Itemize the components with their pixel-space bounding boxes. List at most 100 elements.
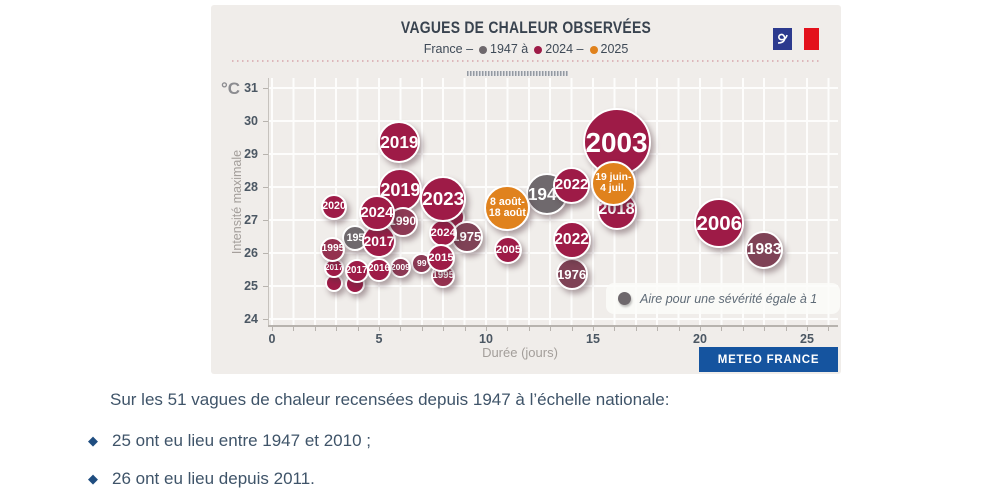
dotted-separator bbox=[232, 60, 820, 62]
x-tick bbox=[550, 327, 552, 331]
bubble-label: 2019 bbox=[380, 132, 419, 153]
y-tick bbox=[263, 121, 268, 122]
y-tick-label: 31 bbox=[244, 81, 258, 95]
x-tick bbox=[785, 327, 787, 331]
y-tick bbox=[263, 319, 268, 320]
x-tick bbox=[635, 327, 637, 331]
checkered-marker bbox=[467, 71, 568, 76]
bubble-label: 2023 bbox=[422, 187, 465, 209]
footer-bullet-2: ◆ 26 ont eu lieu depuis 2011. bbox=[88, 469, 315, 489]
x-tick bbox=[528, 327, 530, 331]
y-tick-label: 28 bbox=[244, 180, 258, 194]
x-tick bbox=[828, 327, 830, 331]
bubble-label: 18 août bbox=[488, 207, 526, 220]
x-tick bbox=[486, 327, 487, 331]
bubble-label: 1976 bbox=[557, 266, 587, 282]
bubble-label: 2006 bbox=[696, 211, 743, 235]
bubble-label: 2015 bbox=[428, 251, 454, 264]
bubble-label: 2017 bbox=[345, 264, 368, 276]
legend-dot-2025-icon bbox=[589, 46, 598, 54]
bubble-label: 1983 bbox=[746, 240, 782, 258]
bubble-2016: 2016 bbox=[367, 257, 391, 282]
y-tick-label: 30 bbox=[244, 114, 258, 128]
y-axis-unit: °C bbox=[221, 79, 241, 98]
french-government-logo bbox=[773, 27, 819, 51]
x-tick-label: 5 bbox=[375, 332, 383, 346]
x-tick bbox=[593, 327, 594, 331]
bubble-label: 2016 bbox=[368, 263, 390, 275]
x-tick-label: 10 bbox=[479, 332, 493, 346]
bubble-2020: 2020 bbox=[321, 193, 348, 220]
bubble-2023: 2023 bbox=[420, 175, 467, 222]
footer-intro-text: Sur les 51 vagues de chaleur recensées d… bbox=[110, 390, 670, 409]
x-tick bbox=[272, 327, 273, 331]
chart-title: VAGUES DE CHALEUR OBSERVÉES bbox=[400, 18, 652, 37]
x-tick-label: 20 bbox=[693, 332, 707, 346]
bubble-2005: 2005 bbox=[494, 235, 523, 264]
bubble-2022: 2022 bbox=[553, 166, 591, 204]
x-axis-line bbox=[268, 325, 838, 327]
x-tick bbox=[421, 327, 423, 331]
y-tick bbox=[263, 187, 268, 188]
y-tick bbox=[263, 286, 268, 287]
bubble-2009: 2009 bbox=[389, 257, 411, 279]
x-tick bbox=[400, 327, 402, 331]
meteo-france-badge: METEO FRANCE bbox=[699, 347, 838, 372]
y-tick-label: 24 bbox=[244, 312, 258, 326]
bubble-label: 2017 bbox=[363, 233, 395, 250]
x-tick bbox=[764, 327, 766, 331]
diamond-bullet-icon: ◆ bbox=[88, 433, 98, 448]
y-tick-label: 25 bbox=[244, 279, 258, 293]
x-tick bbox=[336, 327, 338, 331]
bubble-2006: 2006 bbox=[694, 198, 745, 249]
x-tick bbox=[678, 327, 680, 331]
x-tick bbox=[314, 327, 316, 331]
bubble-8-ao-t-18-ao-t: 8 août- 18 août bbox=[484, 185, 531, 232]
bubble-label: 1995 bbox=[432, 269, 455, 281]
x-tick bbox=[293, 327, 295, 331]
bubble-label: 19 juin- bbox=[595, 171, 632, 183]
y-tick-label: 27 bbox=[244, 213, 258, 227]
footer-bullet-1: ◆ 25 ont eu lieu entre 1947 et 2010 ; bbox=[88, 431, 371, 451]
x-tick bbox=[379, 327, 380, 331]
x-tick bbox=[443, 327, 445, 331]
bubble-label: 2003 bbox=[585, 126, 648, 158]
x-tick-label: 0 bbox=[268, 332, 276, 346]
bubble-label: 1975 bbox=[452, 228, 482, 244]
bubble-label: 195 bbox=[346, 231, 365, 244]
x-tick bbox=[700, 327, 701, 331]
chart-subtitle: France – 1947 à 2024 – 2025 bbox=[211, 42, 841, 56]
legend-dot-1947-icon bbox=[479, 46, 488, 54]
y-tick bbox=[263, 88, 268, 89]
diamond-bullet-icon: ◆ bbox=[88, 471, 98, 486]
bubble-label: 2024 bbox=[360, 204, 394, 221]
bubble-label: 2005 bbox=[495, 243, 522, 256]
subtitle-year-current: 2025 bbox=[600, 42, 629, 56]
y-tick-label: 26 bbox=[244, 246, 258, 260]
bubble-2003: 2003 bbox=[582, 108, 651, 177]
bubble-label: 2017 bbox=[324, 262, 344, 272]
x-tick bbox=[742, 327, 744, 331]
bubble-1990: 1990 bbox=[387, 206, 418, 237]
subtitle-year-start: 1947 à bbox=[490, 42, 529, 56]
x-tick bbox=[614, 327, 616, 331]
y-tick bbox=[263, 253, 268, 254]
bubble-2024: 2024 bbox=[358, 195, 395, 232]
footer-bullet-2-text: 26 ont eu lieu depuis 2011. bbox=[112, 469, 315, 488]
bubble-19-juin-4-juil-: 19 juin- 4 juil. bbox=[590, 161, 636, 207]
legend-dot-2024-icon bbox=[534, 46, 543, 54]
bubble-label: 99 bbox=[417, 258, 427, 269]
subtitle-year-end: 2024 – bbox=[545, 42, 584, 56]
bubble-label: 1995 bbox=[321, 243, 345, 255]
y-axis-line bbox=[268, 78, 269, 325]
x-tick bbox=[507, 327, 509, 331]
bubble-2022: 2022 bbox=[552, 220, 591, 259]
x-tick bbox=[357, 327, 359, 331]
bubble-1995: 1995 bbox=[320, 237, 346, 263]
y-tick bbox=[263, 154, 268, 155]
bubble-label: 1990 bbox=[388, 214, 417, 229]
severity-legend: Aire pour une sévérité égale à 1 bbox=[606, 283, 840, 314]
flag-swirl-icon bbox=[777, 33, 788, 44]
footer-bullet-1-text: 25 ont eu lieu entre 1947 et 2010 ; bbox=[112, 431, 371, 450]
